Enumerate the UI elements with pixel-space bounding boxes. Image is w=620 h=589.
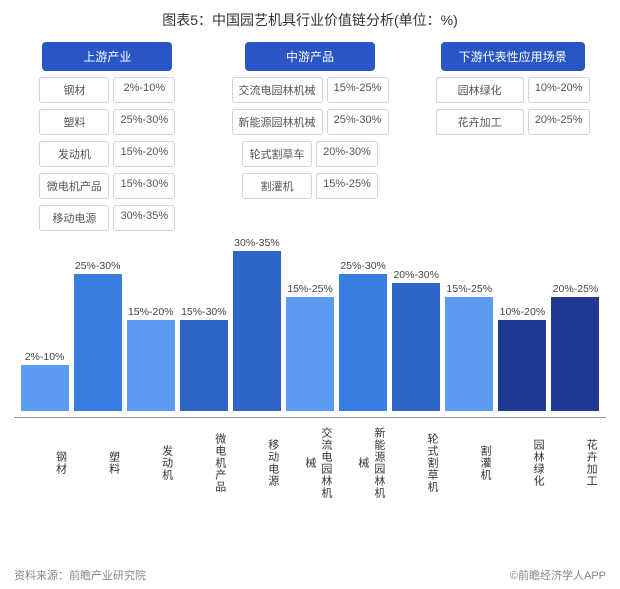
source-text: 资料来源：前瞻产业研究院 — [14, 567, 146, 583]
item-value: 15%-25% — [316, 173, 378, 199]
item-label: 新能源园林机械 — [232, 109, 323, 135]
x-tick-label: 园林绿化 — [498, 424, 546, 502]
bar-rect — [21, 365, 69, 411]
column-1: 中游产品交流电园林机械15%-25%新能源园林机械25%-30%轮式割草车20%… — [217, 42, 404, 231]
bar-chart: 2%-10%25%-30%15%-20%15%-30%30%-35%15%-25… — [14, 241, 606, 516]
item-value: 2%-10% — [113, 77, 175, 103]
bar: 10%-20% — [498, 306, 547, 411]
x-tick-label: 移动电源 — [233, 424, 281, 502]
bar: 30%-35% — [232, 237, 281, 411]
item-label: 微电机产品 — [39, 173, 109, 199]
item-value: 25%-30% — [327, 109, 389, 135]
bar-rect — [286, 297, 334, 411]
bar-value-label: 15%-25% — [447, 283, 493, 295]
x-tick-label: 发动机 — [127, 424, 175, 502]
root: 图表5：中国园艺机具行业价值链分析(单位：%) 上游产业钢材2%-10%塑料25… — [0, 0, 620, 589]
row-item: 塑料25%-30% — [14, 109, 201, 135]
x-tick-label: 塑料 — [74, 424, 122, 502]
x-tick-label: 轮式割草机 — [392, 424, 440, 502]
column-header: 中游产品 — [245, 42, 375, 71]
footer: 资料来源：前瞻产业研究院 ©前瞻经济学人APP — [14, 567, 606, 583]
item-value: 15%-30% — [113, 173, 175, 199]
bar-value-label: 2%-10% — [25, 351, 65, 363]
item-label: 钢材 — [39, 77, 109, 103]
row-item: 移动电源30%-35% — [14, 205, 201, 231]
row-item: 园林绿化10%-20% — [419, 77, 606, 103]
bar-value-label: 30%-35% — [234, 237, 280, 249]
bar-rect — [392, 283, 440, 411]
copyright-text: ©前瞻经济学人APP — [510, 567, 606, 583]
column-2: 下游代表性应用场景园林绿化10%-20%花卉加工20%-25% — [419, 42, 606, 231]
bar-value-label: 10%-20% — [500, 306, 546, 318]
bar-value-label: 15%-25% — [287, 283, 333, 295]
item-label: 轮式割草车 — [242, 141, 312, 167]
column-0: 上游产业钢材2%-10%塑料25%-30%发动机15%-20%微电机产品15%-… — [14, 42, 201, 231]
bar-value-label: 15%-20% — [128, 306, 174, 318]
bar-value-label: 20%-30% — [393, 269, 439, 281]
item-value: 30%-35% — [113, 205, 175, 231]
column-header: 下游代表性应用场景 — [441, 42, 585, 71]
bar: 20%-25% — [551, 283, 600, 411]
row-item: 发动机15%-20% — [14, 141, 201, 167]
bar: 15%-25% — [285, 283, 334, 411]
x-tick-label: 钢材 — [21, 424, 69, 502]
bar-value-label: 25%-30% — [340, 260, 386, 272]
x-tick-label: 割灌机 — [445, 424, 493, 502]
bar-rect — [74, 274, 122, 411]
item-value: 15%-25% — [327, 77, 389, 103]
item-value: 20%-30% — [316, 141, 378, 167]
column-header: 上游产业 — [42, 42, 172, 71]
row-item: 微电机产品15%-30% — [14, 173, 201, 199]
bar-rect — [180, 320, 228, 411]
x-tick-label: 交流电园林机械 — [286, 424, 334, 502]
item-label: 园林绿化 — [436, 77, 524, 103]
bar-value-label: 20%-25% — [553, 283, 599, 295]
bar-rect — [551, 297, 599, 411]
item-label: 花卉加工 — [436, 109, 524, 135]
x-tick-label: 花卉加工 — [551, 424, 599, 502]
x-tick-label: 新能源园林机械 — [339, 424, 387, 502]
item-value: 15%-20% — [113, 141, 175, 167]
bar: 15%-25% — [445, 283, 494, 411]
row-item: 新能源园林机械25%-30% — [217, 109, 404, 135]
bar-value-label: 25%-30% — [75, 260, 121, 272]
bar: 25%-30% — [73, 260, 122, 411]
value-chain-table: 上游产业钢材2%-10%塑料25%-30%发动机15%-20%微电机产品15%-… — [14, 42, 606, 231]
row-item: 钢材2%-10% — [14, 77, 201, 103]
bar-rect — [498, 320, 546, 411]
item-value: 25%-30% — [113, 109, 175, 135]
x-tick-label: 微电机产品 — [180, 424, 228, 502]
bar-value-label: 15%-30% — [181, 306, 227, 318]
chart-title: 图表5：中国园艺机具行业价值链分析(单位：%) — [14, 10, 606, 30]
bar-rect — [233, 251, 281, 411]
bar: 25%-30% — [339, 260, 388, 411]
bar: 2%-10% — [20, 351, 69, 411]
item-label: 塑料 — [39, 109, 109, 135]
item-value: 10%-20% — [528, 77, 590, 103]
item-label: 移动电源 — [39, 205, 109, 231]
bar: 15%-30% — [179, 306, 228, 411]
bar-rect — [127, 320, 175, 411]
row-item: 花卉加工20%-25% — [419, 109, 606, 135]
bar-rect — [445, 297, 493, 411]
bar: 15%-20% — [126, 306, 175, 411]
x-axis: 钢材塑料发动机微电机产品移动电源交流电园林机械新能源园林机械轮式割草机割灌机园林… — [14, 417, 606, 502]
bar: 20%-30% — [392, 269, 441, 411]
item-label: 发动机 — [39, 141, 109, 167]
item-label: 割灌机 — [242, 173, 312, 199]
bar-rect — [339, 274, 387, 411]
row-item: 轮式割草车20%-30% — [217, 141, 404, 167]
item-value: 20%-25% — [528, 109, 590, 135]
bars-region: 2%-10%25%-30%15%-20%15%-30%30%-35%15%-25… — [14, 241, 606, 411]
row-item: 割灌机15%-25% — [217, 173, 404, 199]
item-label: 交流电园林机械 — [232, 77, 323, 103]
row-item: 交流电园林机械15%-25% — [217, 77, 404, 103]
